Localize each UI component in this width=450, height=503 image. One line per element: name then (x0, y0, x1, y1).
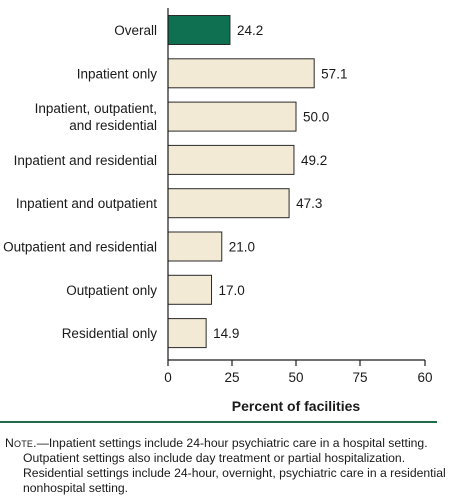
bar-4 (167, 188, 290, 219)
category-label-3: Inpatient and residential (14, 153, 157, 168)
value-label-0: 24.2 (237, 23, 263, 38)
x-tick-label-4: 60 (417, 370, 432, 385)
value-label-2: 50.0 (303, 110, 329, 125)
bar-1 (167, 58, 315, 89)
bar-chart: Overall 24.2 Inpatient only 57.1 Inpatient, … (3, 8, 433, 414)
value-label-5: 21.0 (229, 240, 255, 255)
value-label-4: 47.3 (296, 196, 322, 211)
value-label-7: 14.9 (213, 326, 239, 341)
value-label-3: 49.2 (301, 153, 327, 168)
category-label-6: Outpatient only (66, 283, 157, 298)
bar-3 (167, 144, 295, 175)
divider (0, 421, 437, 423)
category-label-2-line-1: and residential (69, 118, 157, 133)
bar-2 (167, 101, 297, 132)
category-label-1: Inpatient only (77, 66, 158, 81)
bar-5 (167, 231, 223, 262)
x-tick-label-2: 50 (288, 370, 303, 385)
x-tick-label-1: 25 (224, 370, 239, 385)
x-tick-label-0: 0 (164, 370, 172, 385)
category-label-4: Inpatient and outpatient (16, 196, 157, 211)
category-label-7: Residential only (62, 326, 158, 341)
x-axis-title: Percent of facilities (232, 398, 361, 414)
category-label-0: Overall (114, 23, 157, 38)
bar-7 (167, 318, 207, 349)
bar-0 (167, 15, 231, 45)
value-label-1: 57.1 (321, 66, 347, 81)
note-text: —Inpatient settings include 24-hour psyc… (23, 436, 446, 495)
chart-note: Note.—Inpatient settings include 24-hour… (5, 436, 450, 496)
bar-6 (167, 274, 213, 305)
category-label-5: Outpatient and residential (3, 240, 157, 255)
value-label-6: 17.0 (219, 283, 245, 298)
note-label: Note. (5, 436, 37, 450)
category-label-2-line-0: Inpatient, outpatient, (35, 101, 157, 116)
x-tick-label-3: 75 (352, 370, 367, 385)
